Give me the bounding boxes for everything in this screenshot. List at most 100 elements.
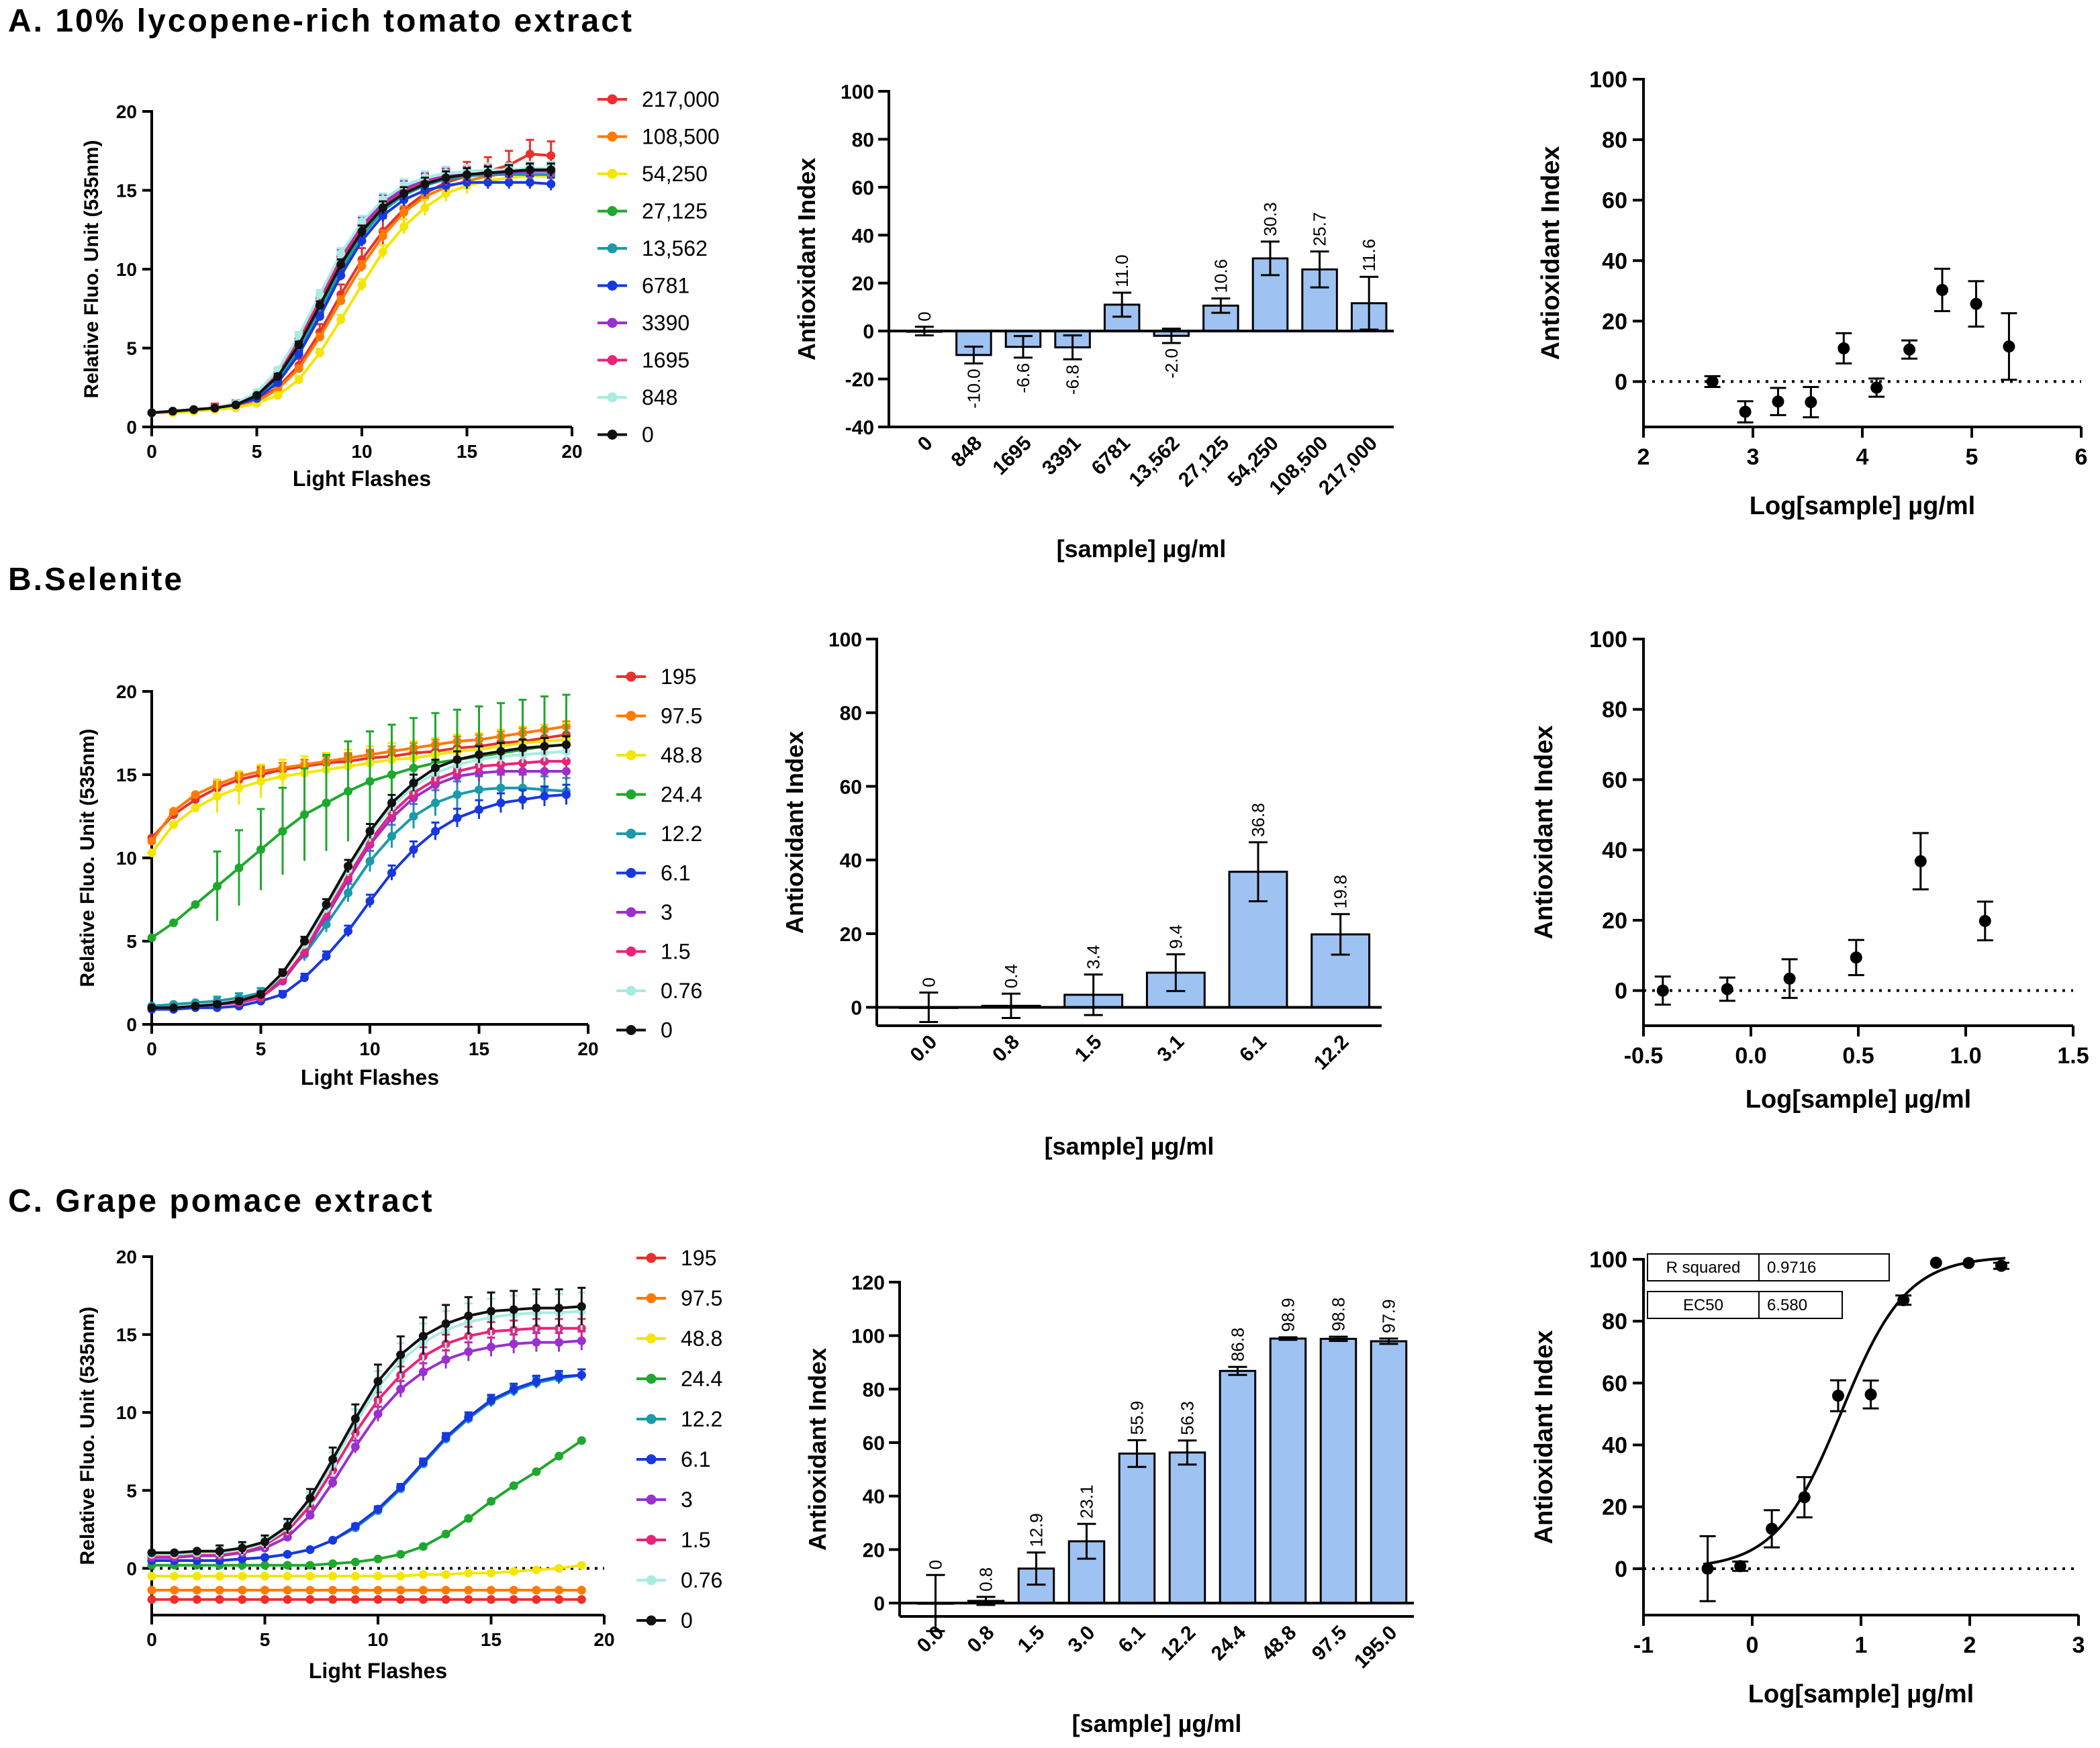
legend-swatch-marker [646,1333,657,1344]
data-point [260,1537,269,1547]
x-tick-label: 4 [1856,444,1869,470]
x-tick-label: 0 [146,1038,157,1059]
data-point [387,868,396,877]
data-point [1936,283,1948,296]
data-point [283,1522,292,1531]
y-tick-label: 100 [851,1326,885,1348]
data-point [441,1586,450,1595]
data-point [238,1595,247,1604]
data-point [509,1595,518,1604]
data-point [328,1559,338,1568]
x-tick-label: 20 [561,441,582,462]
data-point [396,1350,405,1359]
data-point [213,1000,222,1009]
data-point [189,405,199,414]
data-point [475,805,483,814]
data-point [509,1481,518,1490]
y-tick-label: 20 [863,1539,885,1561]
data-point [378,232,387,241]
data-point [1870,381,1883,394]
data-point [1903,343,1916,356]
legend-swatch-marker [626,946,636,957]
legend-swatch-marker [607,281,618,291]
data-point [300,973,309,983]
data-point [577,1561,586,1570]
y-tick-label: 20 [1602,309,1627,334]
bar-value-label: 98.8 [1329,1298,1349,1332]
legend-swatch-marker [646,1454,657,1465]
bar-value-label: 0.8 [976,1567,996,1592]
panel-title-a: A. 10% lycopene-rich tomato extract [8,3,634,39]
data-point [305,1545,315,1554]
data-point [441,189,450,198]
data-point [344,926,352,936]
data-point [546,151,556,160]
legend-label: 1.5 [681,1528,710,1552]
y-tick-label: 0 [1615,369,1627,395]
x-axis-title: Log[sample] µg/ml [1748,1680,1974,1708]
data-point [1706,375,1719,388]
x-tick-label: 15 [469,1038,489,1059]
data-point [431,798,440,808]
data-point [487,1343,495,1352]
data-point [238,1561,247,1570]
x-tick-label: 5 [260,1629,271,1650]
y-tick-label: 0 [863,321,874,343]
data-point [170,1595,179,1604]
bar-value-label: 0 [918,977,939,987]
y-tick-label: 80 [840,703,862,725]
legend-label: 48.8 [681,1326,722,1351]
legend-swatch-marker [626,985,636,996]
stats-label: EC50 [1683,1296,1723,1314]
bar-value-label: 3.4 [1084,945,1104,969]
data-point [452,790,462,799]
data-point [238,1554,247,1563]
data-point [344,787,352,796]
x-tick-label: 1.0 [1950,1043,1981,1069]
data-point [1837,342,1850,354]
data-point [555,1338,564,1347]
data-point [532,1377,541,1386]
data-point [365,777,375,786]
legend-swatch-marker [607,132,618,142]
x-tick-label: 3 [1747,444,1760,470]
data-point [1831,1390,1844,1402]
data-point [168,407,177,416]
data-point [496,798,506,808]
x-tick-label: 10 [359,1038,380,1059]
data-point [234,996,244,1006]
data-point [357,217,367,226]
data-point [305,1595,315,1604]
data-point [1766,1522,1778,1535]
data-point [464,1412,473,1422]
data-point [546,179,556,189]
data-point [273,385,283,394]
legend-label: 108,500 [642,125,720,149]
x-axis-title: Light Flashes [301,1065,439,1089]
x-tick-label: 5 [252,441,262,462]
data-point [192,1595,201,1604]
data-point [518,795,527,804]
data-point [213,881,222,891]
legend-label: 848 [642,385,677,409]
y-tick-label: 80 [1602,128,1627,153]
data-point [238,1543,247,1553]
data-point [1721,983,1733,996]
x-tick-label: 10 [367,1629,388,1650]
bar-value-label: 9.4 [1165,924,1186,949]
data-point [213,791,222,801]
data-point [1897,1294,1910,1306]
y-tick-label: 40 [1602,1433,1627,1459]
data-point [555,1586,564,1595]
y-tick-label: 100 [1589,1247,1627,1273]
y-tick-label: 0 [851,998,862,1020]
data-point [215,1595,224,1604]
data-point [260,1561,269,1570]
y-tick-label: 60 [863,1433,885,1455]
legend-label: 12.2 [681,1407,722,1431]
data-point [483,168,493,178]
legend-swatch-marker [607,355,618,365]
data-point [1864,1388,1877,1401]
